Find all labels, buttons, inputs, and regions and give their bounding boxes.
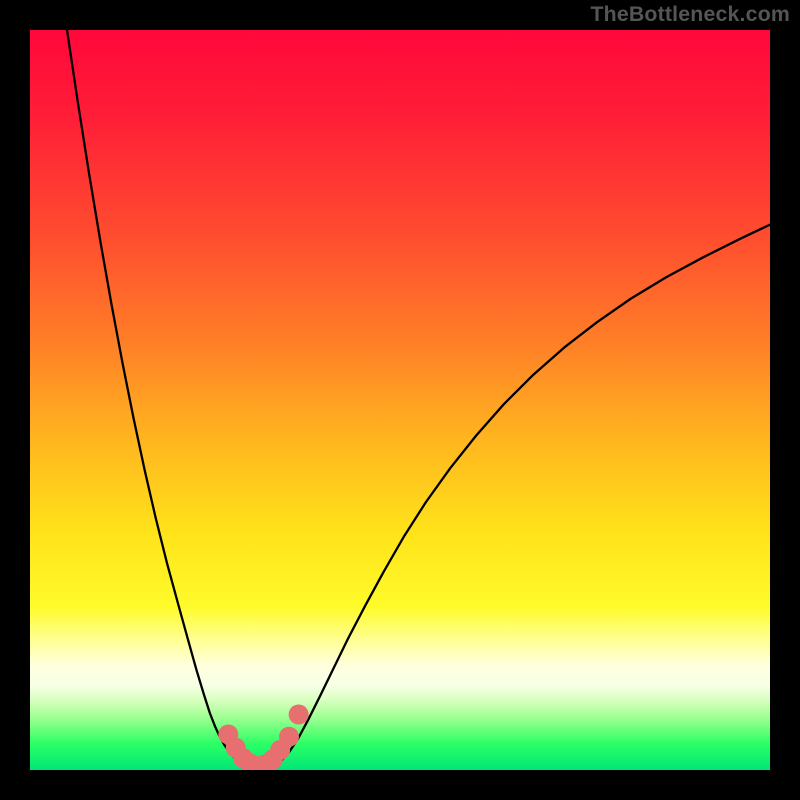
trough-marker — [279, 727, 299, 747]
plot-background — [30, 30, 770, 770]
trough-marker — [289, 705, 309, 725]
bottleneck-chart — [0, 0, 800, 800]
chart-frame: TheBottleneck.com — [0, 0, 800, 800]
watermark-label: TheBottleneck.com — [590, 2, 790, 27]
